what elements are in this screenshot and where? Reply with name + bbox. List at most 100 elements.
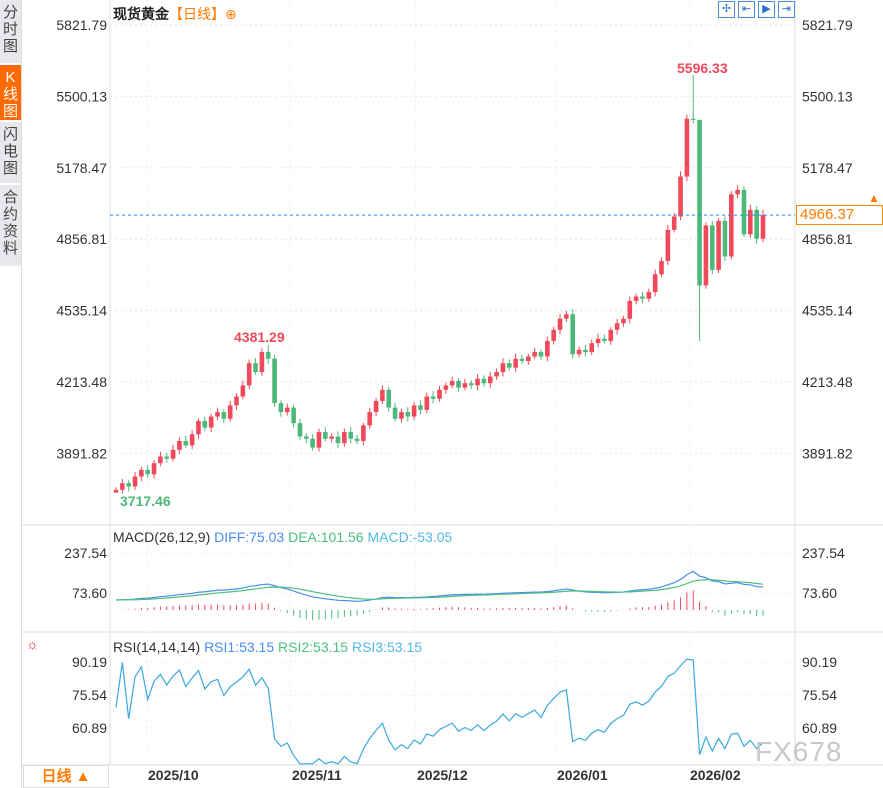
candle xyxy=(570,314,576,355)
price-axis-label: 3891.82 xyxy=(56,445,107,461)
rsi-axis-label: 90.19 xyxy=(72,654,107,670)
candle xyxy=(621,318,626,324)
rsi-axis-label: 75.54 xyxy=(802,687,837,703)
candle xyxy=(177,440,182,450)
candle xyxy=(665,229,671,261)
plus-circle-icon[interactable]: ⊕ xyxy=(225,6,237,22)
rsi1: RSI1:53.15 xyxy=(204,639,275,655)
candle xyxy=(329,436,334,439)
candle xyxy=(246,363,252,386)
candle xyxy=(564,314,569,319)
candle xyxy=(487,376,493,384)
chart-title: 现货黄金【日线】⊕ xyxy=(113,4,237,24)
rsi-axis-label: 90.19 xyxy=(802,654,837,670)
candle xyxy=(481,378,487,384)
candle xyxy=(640,296,645,299)
candle xyxy=(348,432,353,439)
candle xyxy=(367,412,373,426)
candle xyxy=(532,352,537,357)
period-selector[interactable]: 日线 ▲ xyxy=(23,765,109,788)
dea-line xyxy=(115,579,764,601)
candle xyxy=(748,209,753,235)
candle xyxy=(126,483,131,487)
candle xyxy=(557,318,563,330)
candle xyxy=(170,449,176,459)
candle xyxy=(373,400,379,413)
candle xyxy=(272,358,277,404)
candle xyxy=(716,220,721,270)
tab-flash[interactable]: 闪电图 xyxy=(0,122,21,184)
candle xyxy=(323,432,328,439)
macd-axis-label: 73.60 xyxy=(72,585,107,601)
candle xyxy=(678,176,683,217)
candle xyxy=(240,385,246,397)
candle xyxy=(227,405,233,419)
rsi-legend: RSI(14,14,14) RSI1:53.15 RSI2:53.15 RSI3… xyxy=(113,640,422,655)
tab-timeshare[interactable]: 分时图 xyxy=(0,0,21,64)
low-label: 3717.46 xyxy=(120,493,171,509)
rsi-axis-label: 75.54 xyxy=(72,687,107,703)
rsi-axis-label: 60.89 xyxy=(72,720,107,736)
macd-label: MACD(26,12,9) xyxy=(113,529,211,545)
date-label: 2025/12 xyxy=(417,767,468,783)
macd-axis-label: 73.60 xyxy=(802,585,837,601)
macd-axis-label: 237.54 xyxy=(802,545,845,561)
date-label: 2026/02 xyxy=(690,767,741,783)
price-axis-label: 4856.81 xyxy=(56,231,107,247)
candle xyxy=(437,389,442,399)
candle xyxy=(697,119,702,286)
candle xyxy=(519,358,525,361)
candle xyxy=(310,438,315,448)
candle xyxy=(595,338,601,344)
candle xyxy=(202,420,208,428)
price-axis-label: 4213.48 xyxy=(802,374,853,390)
rsi-line xyxy=(115,658,764,765)
candle xyxy=(208,416,214,428)
candle xyxy=(741,189,747,235)
candle xyxy=(614,323,620,330)
candle xyxy=(151,463,157,475)
candle xyxy=(449,380,455,386)
candle xyxy=(297,423,303,437)
tab-contract-info[interactable]: 合约资料 xyxy=(0,185,21,267)
crosshair-icon[interactable]: ✢ xyxy=(718,1,735,18)
candle xyxy=(392,407,398,419)
candle xyxy=(475,378,480,386)
candle xyxy=(361,425,366,441)
candle xyxy=(278,403,284,413)
candle xyxy=(145,469,151,475)
price-axis-label: 4213.48 xyxy=(56,374,107,390)
up-arrow-icon: ▲ xyxy=(868,191,880,205)
diff-line xyxy=(115,570,764,602)
high-label: 5596.33 xyxy=(677,60,728,76)
candle xyxy=(196,420,201,435)
jump-end-icon[interactable]: ⇥ xyxy=(778,1,795,18)
play-icon[interactable]: ▶ xyxy=(758,1,775,18)
zoom-start-icon[interactable]: ⇤ xyxy=(738,1,755,18)
candle xyxy=(120,483,125,490)
rsi-label: RSI(14,14,14) xyxy=(113,639,201,655)
candle xyxy=(602,338,607,341)
candle xyxy=(386,389,392,408)
macd-diff: DIFF:75.03 xyxy=(214,529,285,545)
candle xyxy=(538,352,544,357)
last-price-label: 4966.37 xyxy=(796,205,883,225)
tab-kline[interactable]: K线图 xyxy=(0,65,21,121)
candle xyxy=(608,329,614,341)
candle xyxy=(506,363,512,368)
candle xyxy=(754,209,759,239)
high-label: 4381.29 xyxy=(234,329,285,345)
price-axis-label: 5500.13 xyxy=(802,88,853,104)
price-axis-label: 3891.82 xyxy=(802,445,853,461)
candle xyxy=(399,412,404,419)
candle xyxy=(158,456,163,464)
candle xyxy=(583,349,588,353)
price-axis-label: 5821.79 xyxy=(802,17,853,33)
settings-sun-icon[interactable]: ☼ xyxy=(26,636,39,652)
candle xyxy=(627,300,633,319)
date-label: 2025/11 xyxy=(292,767,342,783)
candle xyxy=(183,440,189,446)
candle xyxy=(709,225,715,270)
candle xyxy=(735,189,740,195)
